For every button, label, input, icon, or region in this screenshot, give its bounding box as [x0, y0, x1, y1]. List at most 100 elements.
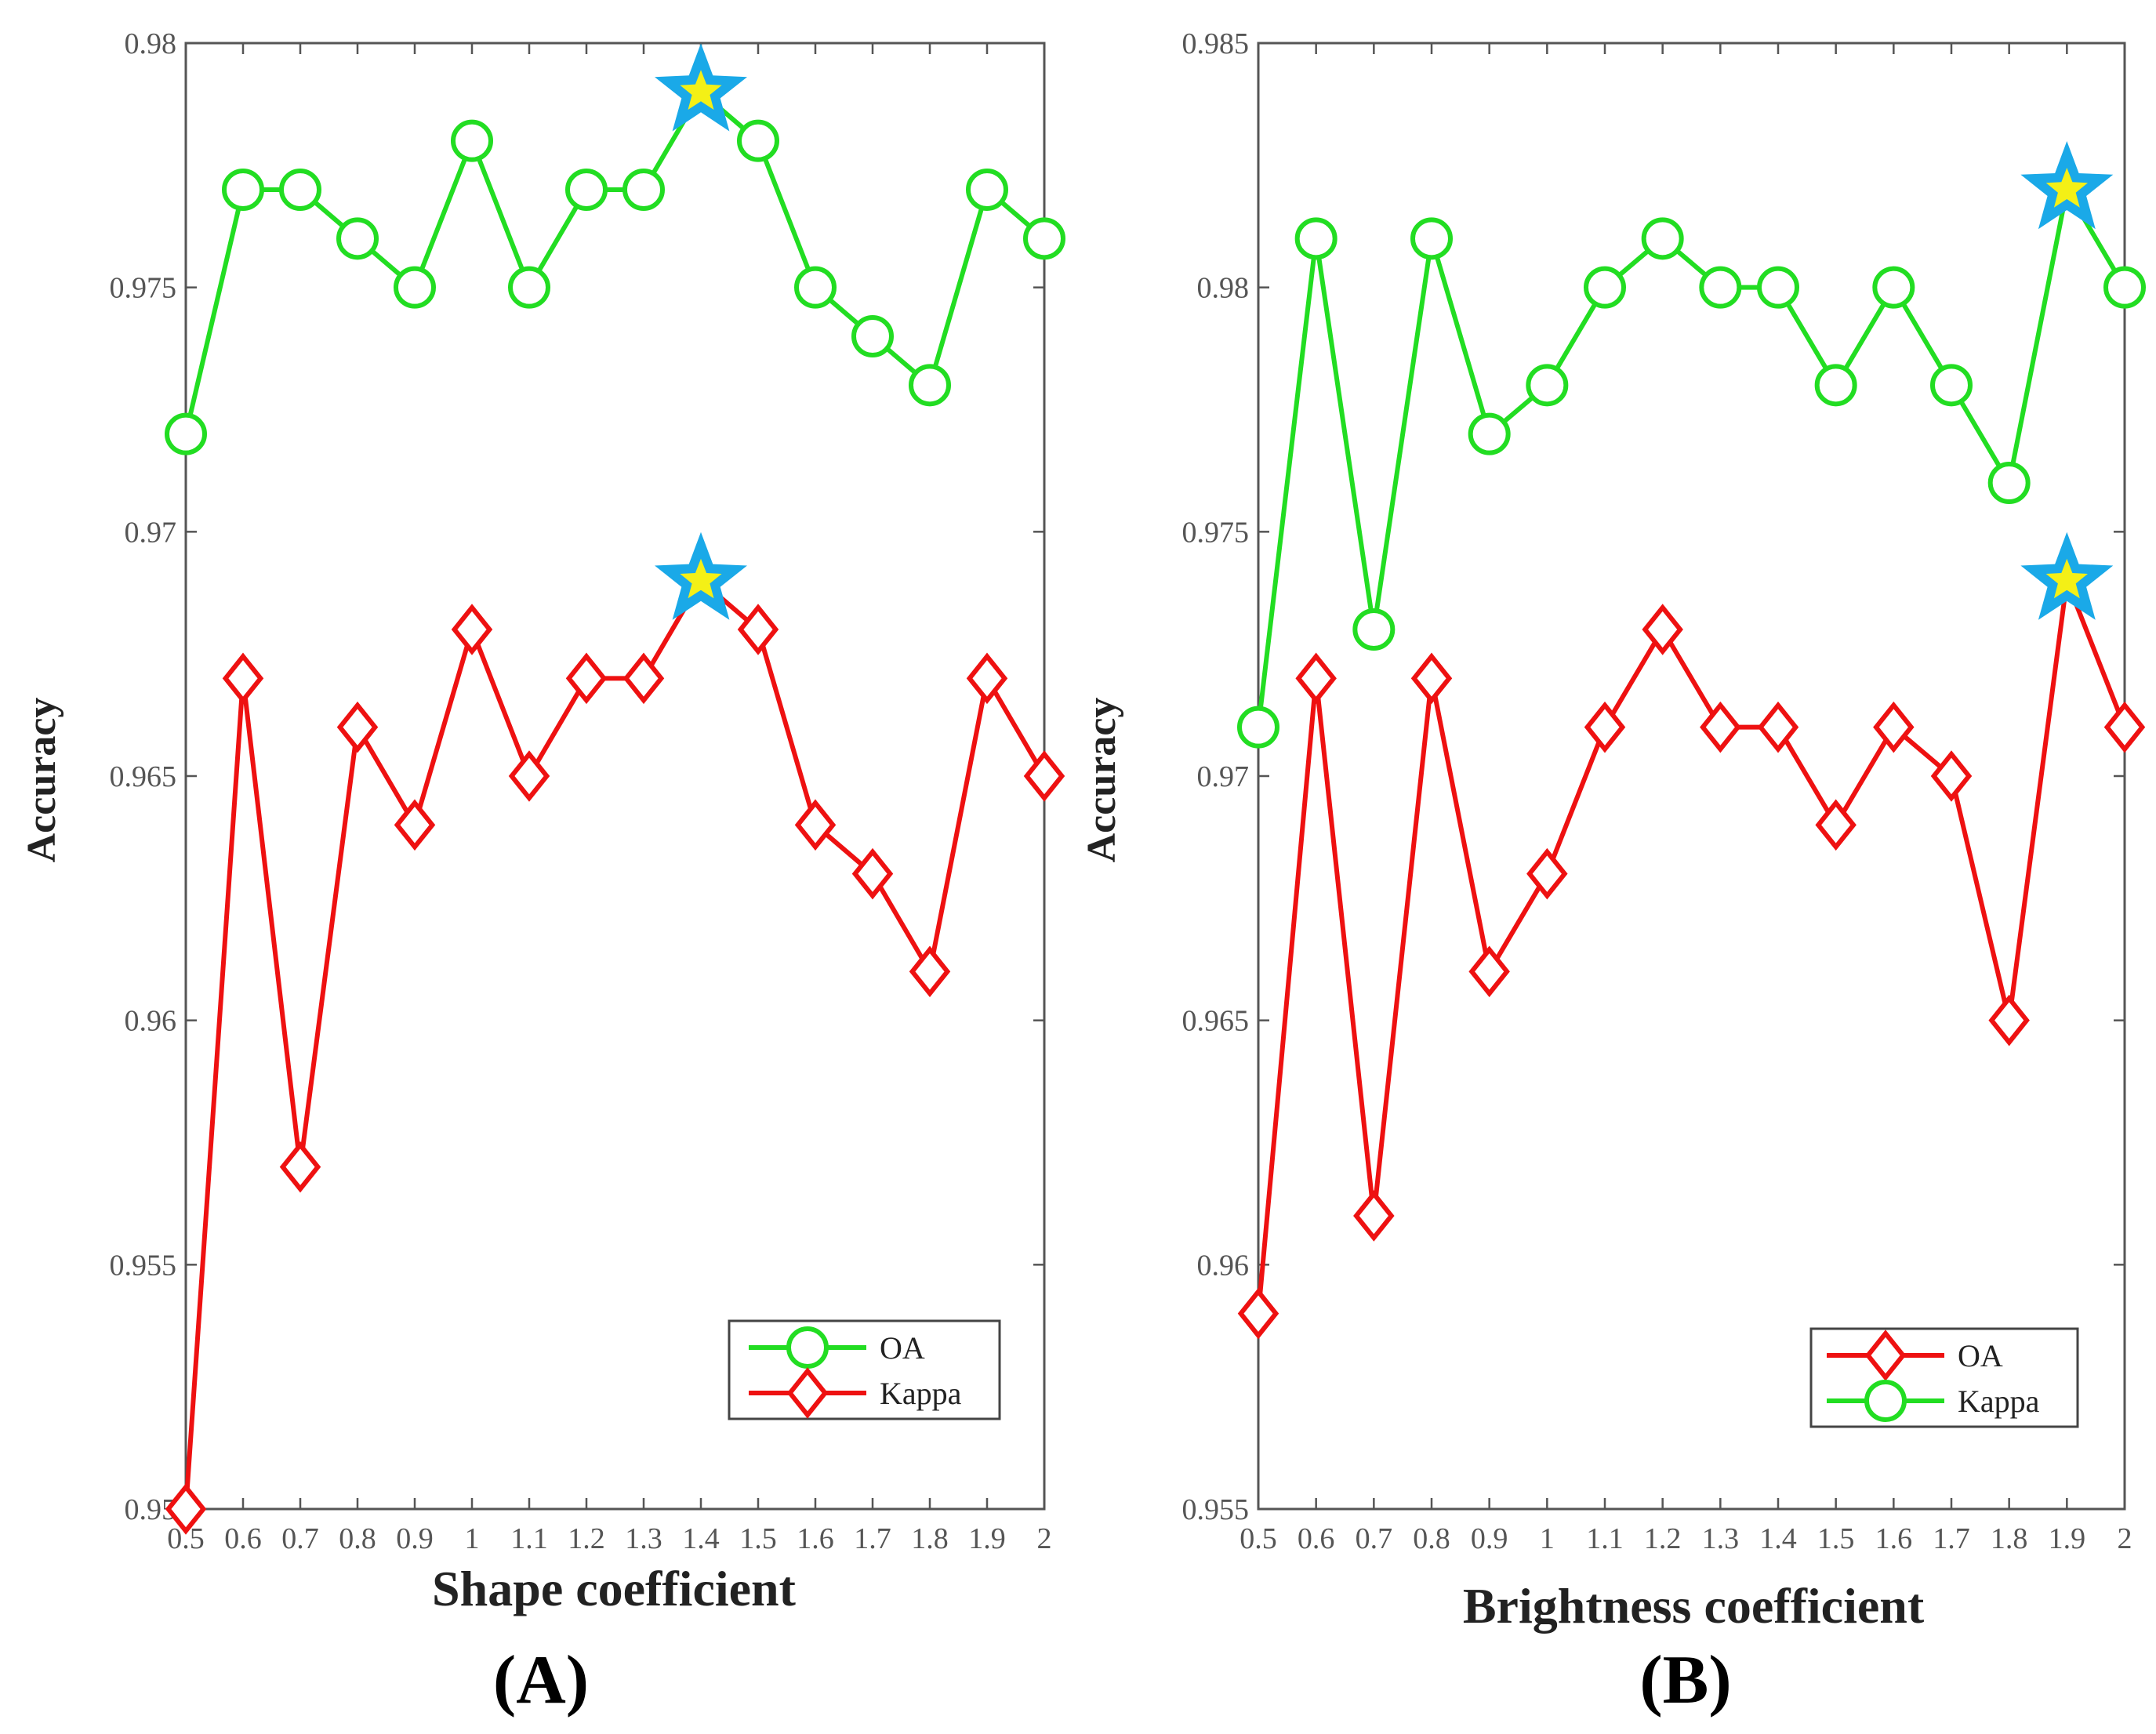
data-point: [165, 412, 207, 455]
x-tick-label: 1.9: [968, 1522, 1006, 1555]
x-tick-label: 1.4: [682, 1522, 720, 1555]
highlight-star-center: [680, 70, 722, 110]
data-point: [1526, 847, 1568, 900]
data-point: [909, 364, 951, 407]
x-tick-label: 1.7: [1933, 1522, 1970, 1555]
series-kappa: [1237, 187, 2146, 749]
y-tick-label: 0.975: [1182, 516, 1250, 549]
y-tick-label: 0.955: [1182, 1493, 1250, 1526]
x-tick-label: 1: [1540, 1522, 1555, 1555]
data-point: [394, 799, 436, 851]
data-point: [737, 119, 779, 162]
legend-box: [728, 1319, 1001, 1420]
data-point: [1700, 701, 1741, 753]
x-tick-label: 1: [465, 1522, 480, 1555]
legend-box: [1809, 1327, 2079, 1428]
data-point: [1023, 750, 1065, 802]
data-point: [851, 847, 894, 900]
highlight-star-center: [680, 558, 722, 599]
legend-label: OA: [880, 1330, 925, 1366]
data-point: [909, 945, 951, 998]
x-tick-label: 0.6: [1298, 1522, 1335, 1555]
highlight-star-center: [2045, 168, 2088, 208]
data-point: [1584, 701, 1626, 753]
data-point: [1987, 462, 2031, 504]
data-point: [1353, 1190, 1395, 1242]
data-point: [1294, 217, 1338, 260]
data-point: [1642, 604, 1683, 655]
data-point: [222, 169, 264, 211]
data-point: [1757, 701, 1799, 753]
legend: OA Kappa: [728, 1319, 1001, 1420]
data-point: [2103, 266, 2146, 309]
data-point: [1815, 799, 1857, 851]
y-tick-label: 0.975: [110, 272, 177, 305]
data-point: [1023, 217, 1065, 260]
data-point: [966, 169, 1008, 211]
data-point: [1410, 652, 1453, 705]
data-point: [279, 169, 321, 211]
data-point: [1930, 364, 1973, 407]
data-point: [1930, 750, 1973, 802]
data-point: [622, 169, 665, 211]
x-tick-label: 1.6: [797, 1522, 834, 1555]
data-point: [1237, 1287, 1279, 1340]
panel-label: (B): [1639, 1642, 1731, 1718]
legend: OA Kappa: [1809, 1327, 2079, 1428]
series-oa: [1237, 578, 2146, 1340]
legend-marker: [786, 1367, 829, 1419]
legend-marker: [786, 1326, 829, 1369]
panel-label: (A): [493, 1642, 589, 1718]
data-point: [622, 652, 665, 705]
x-tick-label: 0.7: [1356, 1522, 1393, 1555]
series-line: [183, 89, 1046, 435]
data-point: [1873, 701, 1915, 753]
data-point: [565, 169, 608, 211]
y-tick-label: 0.985: [1182, 27, 1250, 60]
plot-area: 0.955 0.96 0.965 0.97 0.975 0.98 0.985 0.5 0.6 0.…: [1182, 27, 2146, 1555]
x-tick-label: 2: [2118, 1522, 2132, 1555]
series-line: [1256, 578, 2127, 1314]
x-tick-label: 2: [1037, 1522, 1052, 1555]
series-line: [183, 578, 1047, 1510]
data-point: [165, 1483, 207, 1535]
y-axis-title: Accuracy: [1080, 698, 1124, 863]
data-point: [336, 701, 379, 753]
y-tick-label: 0.97: [1197, 760, 1250, 793]
legend-label: OA: [1958, 1338, 2003, 1373]
data-point: [1468, 412, 1511, 455]
data-point: [565, 652, 608, 705]
legend-label: Kappa: [1958, 1384, 2040, 1419]
x-tick-label: 1.3: [625, 1522, 662, 1555]
data-point: [1757, 266, 1799, 309]
x-tick-label: 0.9: [396, 1522, 434, 1555]
series-oa: [165, 89, 1065, 455]
x-tick-label: 1.8: [911, 1522, 949, 1555]
data-point: [451, 119, 493, 162]
y-tick-label: 0.97: [125, 516, 177, 549]
data-point: [1352, 608, 1396, 651]
data-point: [508, 750, 550, 802]
data-point: [851, 315, 894, 357]
data-point: [1526, 364, 1569, 407]
x-tick-label: 1.5: [1817, 1522, 1855, 1555]
data-point: [2103, 701, 2146, 753]
x-tick-label: 1.9: [2049, 1522, 2086, 1555]
x-tick-label: 0.8: [339, 1522, 376, 1555]
x-tick-label: 1.1: [510, 1522, 548, 1555]
legend-label: Kappa: [880, 1376, 962, 1411]
x-tick-label: 0.9: [1471, 1522, 1508, 1555]
y-tick-label: 0.96: [1197, 1249, 1250, 1282]
data-point: [451, 604, 493, 655]
series-line: [1256, 187, 2127, 728]
x-tick-label: 1.1: [1586, 1522, 1624, 1555]
legend-marker: [1864, 1380, 1907, 1422]
data-point: [1641, 217, 1684, 260]
data-point: [1295, 652, 1337, 705]
y-tick-label: 0.98: [1197, 272, 1250, 305]
x-tick-label: 1.3: [1702, 1522, 1740, 1555]
y-tick-label: 0.955: [110, 1249, 177, 1282]
data-point: [794, 266, 837, 309]
legend-marker: [1864, 1330, 1907, 1381]
